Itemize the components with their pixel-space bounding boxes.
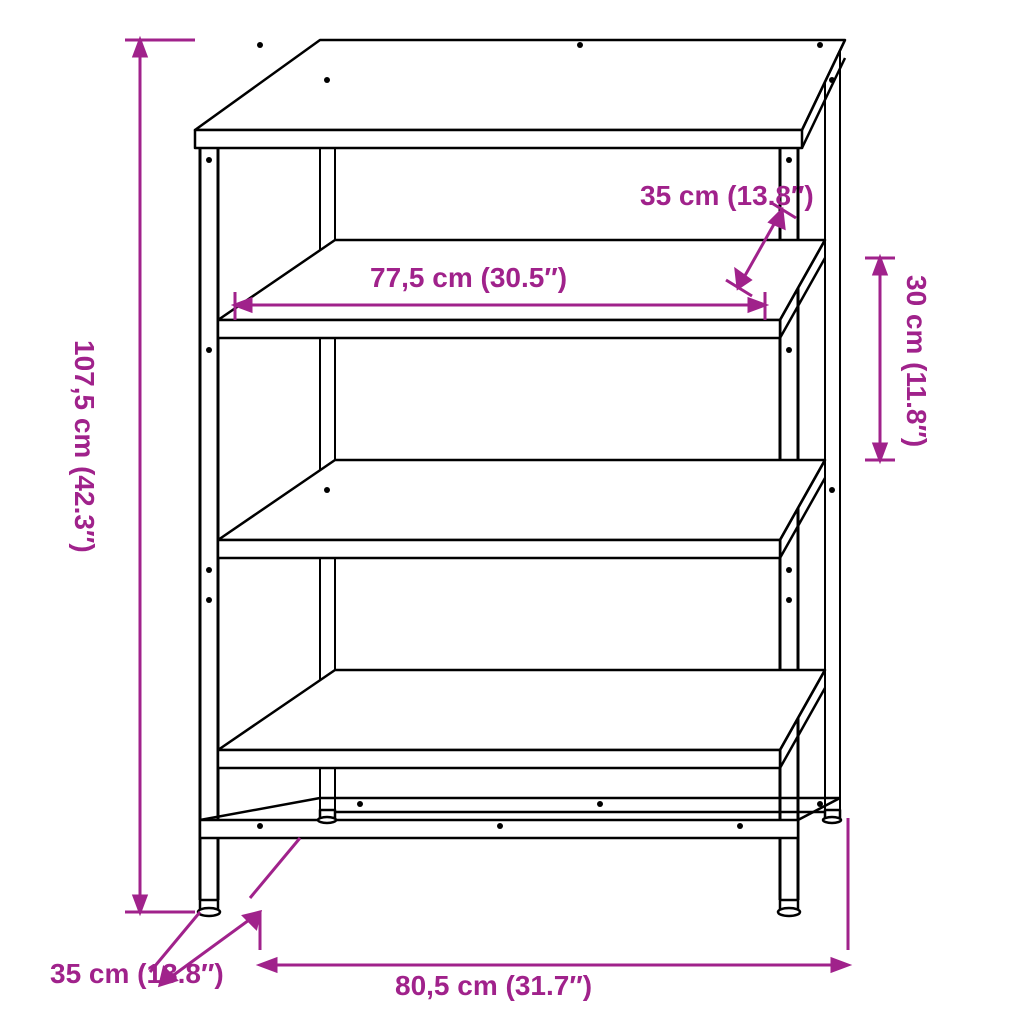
dim-shelf-width: 77,5 cm (30.5″) — [370, 262, 567, 294]
dim-depth-bottom: 35 cm (13.8″) — [50, 958, 250, 990]
shelf-diagram — [0, 0, 1024, 1024]
dim-shelf-height: 30 cm (11.8″) — [900, 275, 932, 447]
dim-shelf-depth: 35 cm (13.8″) — [640, 180, 814, 212]
dim-height: 107,5 cm (42.3″) — [68, 340, 100, 553]
dim-width-bottom: 80,5 cm (31.7″) — [395, 970, 592, 1002]
